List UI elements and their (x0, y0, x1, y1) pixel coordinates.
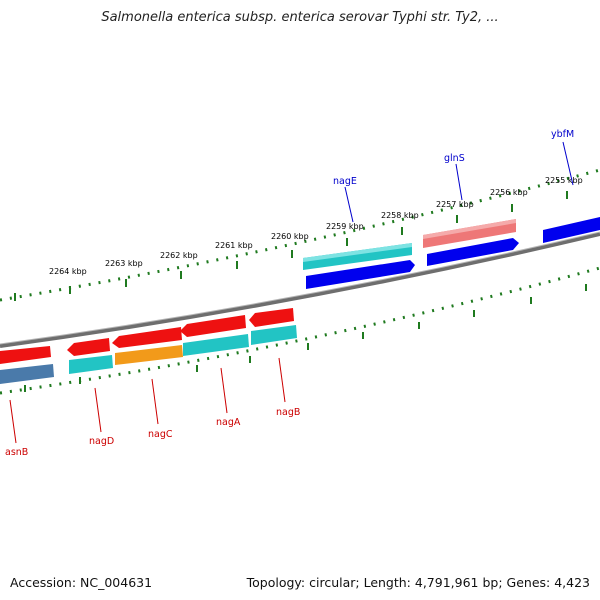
gene-feature-blue-3[interactable] (543, 217, 600, 243)
gene-label-nagB[interactable]: nagB (276, 407, 300, 418)
gene-label-nagA[interactable]: nagA (216, 417, 241, 428)
map-title: Salmonella enterica subsp. enterica sero… (101, 10, 499, 25)
kbp-label-2257: 2257 kbp (436, 200, 474, 209)
gene-label-asnB[interactable]: asnB (5, 447, 28, 458)
major-ticks (14, 191, 568, 301)
gene-nagC-orange-feature[interactable] (115, 345, 183, 365)
gene-feature-blue-1[interactable] (306, 260, 415, 289)
kbp-label-2256: 2256 kbp (490, 188, 528, 197)
kbp-label-2262: 2262 kbp (160, 251, 198, 260)
kbp-label-2260: 2260 kbp (271, 232, 309, 241)
kbp-label-2258: 2258 kbp (381, 211, 419, 220)
topology-summary: Topology: circular; Length: 4,791,961 bp… (246, 575, 590, 590)
gene-nagB-red-feature[interactable] (249, 308, 294, 327)
gene-nagC-red-feature[interactable] (112, 327, 182, 348)
gene-nagA-red-feature[interactable] (180, 315, 246, 337)
reverse-gene-labels: asnB nagD nagC nagA nagB (5, 357, 300, 458)
kbp-label-2259: 2259 kbp (326, 222, 364, 231)
kbp-label-2255: 2255 kbp (545, 176, 583, 185)
gene-asnB-steel-feature[interactable] (0, 364, 54, 384)
gene-label-nagD[interactable]: nagD (89, 436, 114, 447)
gene-label-glnS[interactable]: glnS (444, 153, 465, 164)
gene-asnB-red-feature[interactable] (0, 346, 51, 364)
reverse-genes (0, 308, 297, 384)
gene-nagD-red-feature[interactable] (67, 338, 110, 356)
gene-nagD-cyan-feature[interactable] (69, 355, 113, 374)
forward-genes (303, 217, 600, 289)
accession-text: Accession: NC_004631 (10, 575, 153, 590)
chromosome-backbone (0, 232, 600, 348)
kbp-label-2261: 2261 kbp (215, 241, 253, 250)
gene-nagA-cyan-feature[interactable] (183, 334, 249, 356)
gene-feature-blue-2[interactable] (427, 238, 519, 266)
gene-label-nagC[interactable]: nagC (148, 429, 173, 440)
lower-tick-track (0, 266, 600, 395)
gene-label-ybfM[interactable]: ybfM (551, 129, 574, 140)
kbp-label-2264: 2264 kbp (49, 267, 87, 276)
lower-major-ticks (24, 284, 587, 392)
forward-gene-labels: nagE glnS ybfM (333, 129, 574, 223)
gene-label-nagE[interactable]: nagE (333, 176, 357, 187)
kbp-label-2263: 2263 kbp (105, 259, 143, 268)
gene-nagB-cyan-feature[interactable] (251, 325, 297, 345)
